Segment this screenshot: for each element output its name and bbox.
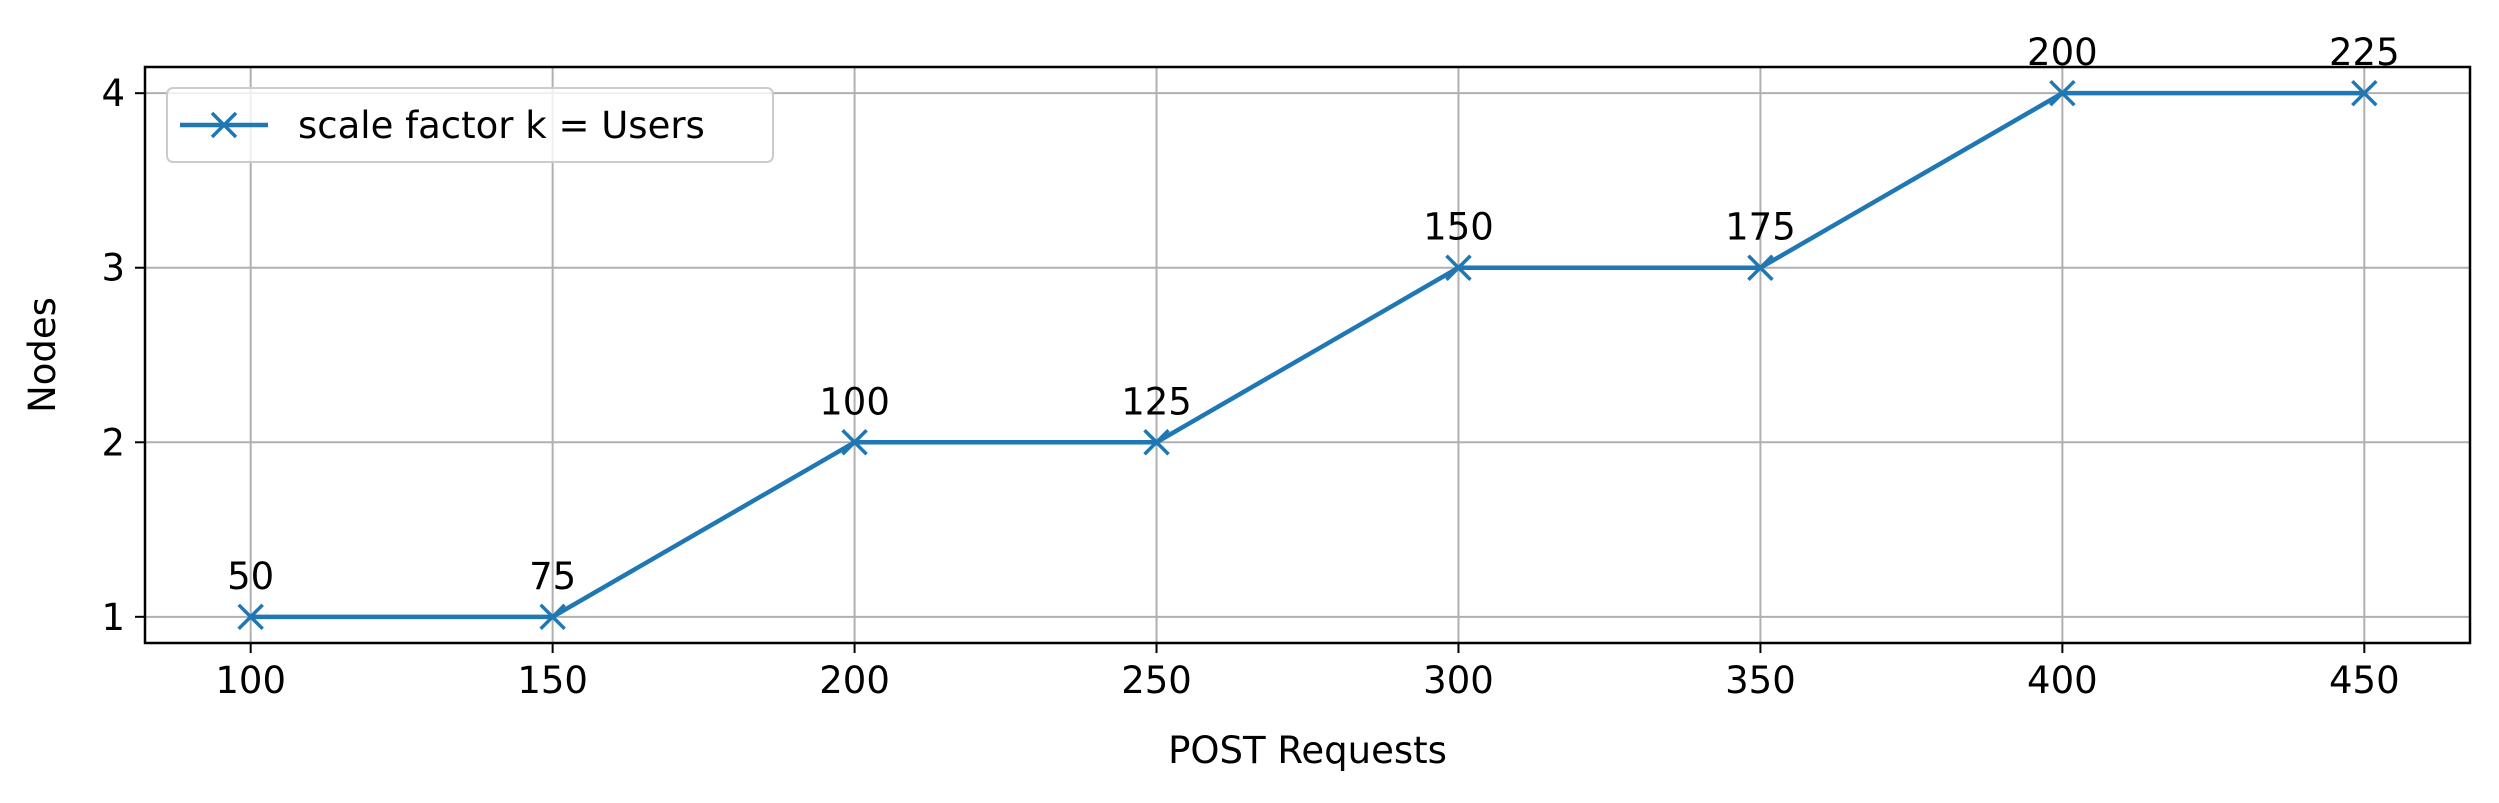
data-point [237, 603, 264, 631]
y-tick-label: 3 [101, 247, 125, 290]
series-line [250, 90, 2365, 620]
series-layer [237, 79, 2378, 631]
data-label: 100 [819, 380, 890, 423]
data-point [1747, 254, 1774, 281]
data-label: 50 [227, 555, 274, 598]
data-label: 175 [1725, 206, 1796, 249]
legend: scale factor k = Users [166, 87, 774, 163]
y-axis-ticks: 1 2 3 4 [101, 72, 145, 639]
legend-x-marker-icon [210, 111, 238, 139]
plot-frame [143, 65, 2472, 645]
x-tick-label: 450 [2329, 659, 2400, 702]
x-axis-ticks: 100 150 200 250 300 350 400 450 [215, 643, 2400, 702]
legend-box [166, 87, 774, 163]
x-tick-label: 300 [1423, 659, 1494, 702]
data-label: 75 [529, 555, 576, 598]
data-point [841, 429, 868, 456]
data-point [2049, 79, 2076, 107]
y-axis-label: Nodes [21, 297, 64, 413]
x-tick-label: 200 [819, 659, 890, 702]
data-point [1143, 429, 1170, 456]
x-axis-label: POST Requests [1168, 729, 1447, 772]
data-label: 125 [1121, 380, 1192, 423]
data-label: 150 [1423, 206, 1494, 249]
y-tick-label: 4 [101, 72, 125, 115]
legend-entry-label: scale factor k = Users [298, 104, 705, 147]
x-tick-label: 400 [2027, 659, 2098, 702]
data-point [2351, 79, 2378, 107]
x-tick-label: 150 [517, 659, 588, 702]
data-point [539, 603, 566, 631]
x-tick-label: 350 [1725, 659, 1796, 702]
x-tick-label: 250 [1121, 659, 1192, 702]
y-tick-label: 1 [101, 596, 125, 639]
y-tick-label: 2 [101, 421, 125, 464]
data-point [1445, 254, 1472, 281]
x-tick-label: 100 [215, 659, 286, 702]
